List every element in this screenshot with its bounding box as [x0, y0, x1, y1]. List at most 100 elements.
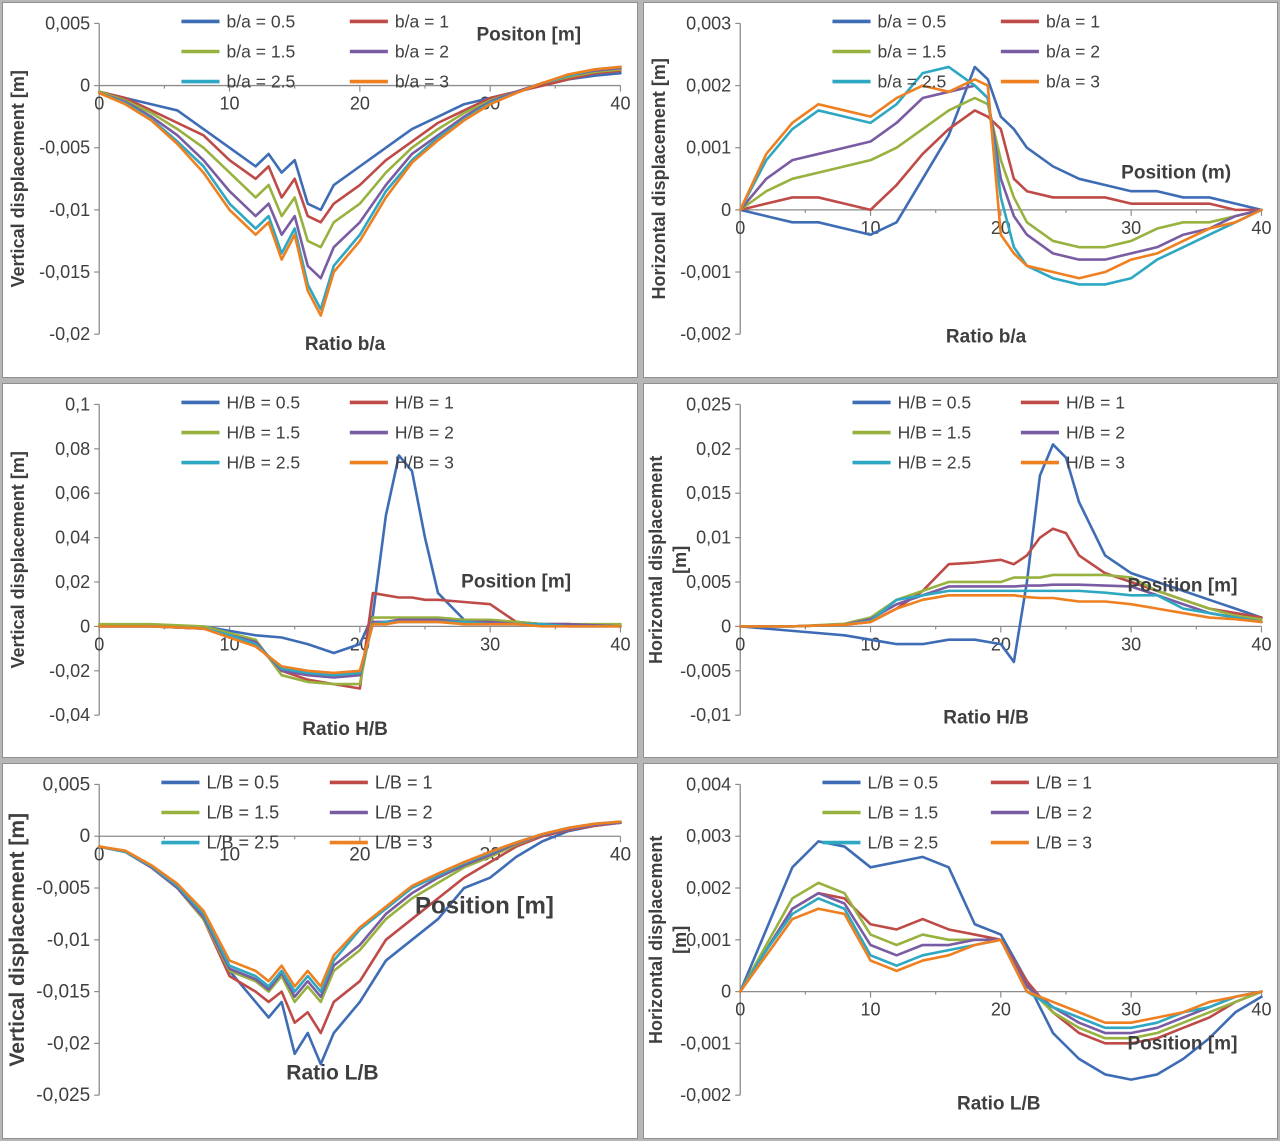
legend-item-label: L/B = 1.5	[867, 803, 938, 823]
legend-item-label: L/B = 0.5	[867, 773, 938, 793]
y-axis-tick-label: 0,1	[65, 394, 90, 414]
y-axis-tick-label: 0,04	[55, 527, 90, 547]
legend-item-label: L/B = 1	[1035, 773, 1091, 793]
y-axis-tick-label: 0,002	[686, 76, 731, 96]
x-axis-tick-label: 0	[94, 845, 105, 866]
legend-item-label: L/B = 3	[375, 833, 433, 853]
legend-item-label: H/B = 3	[1065, 452, 1124, 472]
legend-item-label: b/a = 2	[1045, 42, 1099, 62]
y-axis-title: Vertical displacement [m]	[8, 70, 28, 287]
legend-item-label: H/B = 2.5	[227, 452, 301, 472]
legend-item-label: H/B = 1.5	[227, 422, 301, 442]
y-axis-tick-label: -0,02	[47, 1034, 90, 1055]
y-axis-title-unit: [m]	[670, 926, 690, 954]
x-axis-tick-label: 0	[735, 218, 745, 238]
y-axis-tick-label: 0,02	[696, 439, 731, 459]
x-axis-tick-label: 20	[350, 94, 370, 114]
position-axis-label: Positon [m]	[476, 25, 581, 46]
y-axis-tick-label: 0,003	[686, 13, 731, 33]
series-line-b-a-3	[97, 65, 622, 317]
y-axis-tick-label: -0,015	[36, 982, 90, 1003]
chart-panel-horizontal-ba: -0,002 -0,001 0 0,001 0,002 0,003 0 10 20 30 40 b/a…	[642, 2, 1278, 378]
x-axis-title: Ratio b/a	[305, 334, 386, 355]
y-axis-tick-label: -0,005	[36, 878, 90, 899]
y-axis-tick-label: -0,002	[680, 1086, 731, 1106]
x-axis-tick-label: 40	[1251, 634, 1271, 654]
x-axis-tick-label: 10	[220, 94, 240, 114]
chart-panel-vertical-hb: -0,04 -0,02 0 0,02 0,04 0,06 0,08 0,1 0 10 20 30 40 H…	[2, 382, 638, 759]
x-axis-tick-label: 20	[990, 1000, 1010, 1020]
legend-item-label: H/B = 3	[395, 452, 454, 472]
x-axis-tick-label: 40	[610, 94, 630, 114]
y-axis-title: Vertical displacement [m]	[6, 813, 29, 1067]
y-axis-tick-label: 0,003	[686, 827, 731, 847]
position-axis-label: Position [m]	[1127, 1034, 1237, 1055]
y-axis-tick-label: -0,04	[49, 705, 90, 725]
x-axis-tick-label: 30	[480, 634, 500, 654]
legend-item-label: H/B = 2.5	[897, 452, 971, 472]
legend-item-label: L/B = 2	[1035, 803, 1091, 823]
y-axis-tick-label: 0,01	[696, 527, 731, 547]
series-line-L-B-3	[97, 820, 622, 989]
y-axis-tick-label: 0,06	[55, 483, 90, 503]
y-axis-title: Horizontal displacement	[646, 455, 666, 663]
y-axis-tick-label: -0,01	[49, 200, 90, 220]
y-axis-tick-label: 0	[80, 76, 90, 96]
legend-item-label: b/a = 3	[1045, 72, 1099, 92]
legend-item-label: H/B = 0.5	[227, 392, 301, 412]
x-axis-tick-label: 10	[219, 845, 240, 866]
y-axis-tick-label: 0	[80, 616, 90, 636]
y-axis-title: Vertical displacement [m]	[8, 451, 28, 668]
y-axis-tick-label: 0,025	[686, 394, 731, 414]
legend-item-label: b/a = 1.5	[227, 42, 296, 62]
legend-item-label: b/a = 2.5	[877, 72, 946, 92]
legend-item-label: H/B = 1	[395, 392, 454, 412]
series-line-b-a-1	[738, 109, 1263, 212]
x-axis-tick-label: 30	[1121, 634, 1141, 654]
x-axis-tick-label: 40	[610, 634, 630, 654]
y-axis-tick-label: 0,004	[686, 775, 731, 795]
y-axis-tick-label: -0,01	[47, 930, 90, 951]
series-line-b-a-2.5	[738, 65, 1263, 286]
series-line-b-a-0.5	[738, 65, 1263, 237]
x-axis-tick-label: 0	[735, 1000, 745, 1020]
y-axis-tick-label: 0,005	[686, 572, 731, 592]
x-axis-title: Ratio H/B	[302, 719, 388, 740]
legend-item-label: b/a = 2	[395, 42, 449, 62]
x-axis-tick-label: 0	[94, 634, 104, 654]
x-axis-title: Ratio L/B	[286, 1062, 378, 1085]
series-line-b-a-2	[738, 84, 1263, 261]
position-axis-label: Position [m]	[1127, 575, 1237, 596]
legend-item-label: L/B = 2.5	[867, 833, 938, 853]
x-axis-tick-label: 40	[1251, 1000, 1271, 1020]
legend-item-label: b/a = 3	[395, 72, 449, 92]
series-line-H-B-0.5	[738, 442, 1263, 663]
legend-item-label: b/a = 1.5	[877, 42, 946, 62]
x-axis-tick-label: 10	[860, 1000, 880, 1020]
series-line-H-B-1.5	[97, 615, 622, 686]
position-axis-label: Position [m]	[461, 571, 571, 592]
chart-panel-vertical-ba: -0,02 -0,015 -0,01 -0,005 0 0,005 0 10 20 30 40 b/a…	[2, 2, 638, 378]
legend-item-label: L/B = 2.5	[206, 833, 279, 853]
y-axis-title-unit: [m]	[670, 545, 690, 573]
legend-item-label: L/B = 1.5	[206, 803, 279, 823]
series-line-L-B-1	[738, 892, 1263, 1045]
x-axis-title: Ratio b/a	[945, 327, 1026, 348]
y-axis-tick-label: -0,002	[680, 324, 731, 344]
legend-item-label: H/B = 2	[1065, 422, 1124, 442]
y-axis-tick-label: 0,02	[55, 572, 90, 592]
x-axis-title: Ratio L/B	[956, 1094, 1040, 1115]
legend-item-label: b/a = 1	[395, 11, 449, 31]
legend-item-label: H/B = 1.5	[897, 422, 971, 442]
x-axis-tick-label: 40	[1251, 218, 1271, 238]
legend-item-label: L/B = 1	[375, 773, 433, 793]
legend-item-label: L/B = 3	[1035, 833, 1091, 853]
x-axis-title: Ratio H/B	[943, 707, 1029, 728]
y-axis-tick-label: 0	[80, 827, 91, 848]
